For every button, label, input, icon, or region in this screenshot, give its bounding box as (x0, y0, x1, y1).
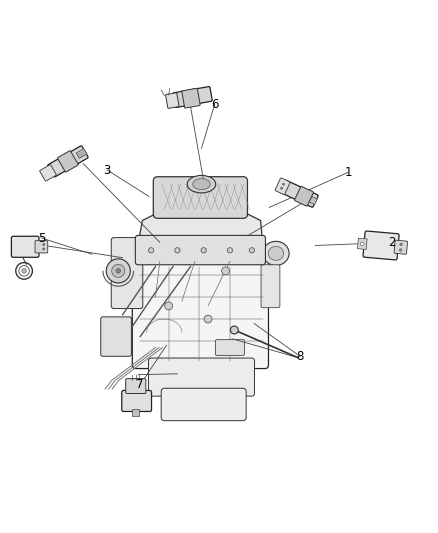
FancyBboxPatch shape (11, 236, 39, 257)
FancyBboxPatch shape (215, 340, 244, 356)
Bar (357, 238, 367, 249)
Ellipse shape (43, 248, 45, 250)
FancyBboxPatch shape (161, 388, 246, 421)
Ellipse shape (193, 179, 210, 190)
FancyBboxPatch shape (148, 358, 254, 396)
FancyBboxPatch shape (57, 151, 78, 172)
Ellipse shape (230, 326, 238, 334)
Text: 1: 1 (344, 166, 352, 179)
FancyBboxPatch shape (166, 93, 179, 108)
Ellipse shape (187, 175, 216, 193)
FancyBboxPatch shape (173, 86, 212, 108)
Ellipse shape (360, 242, 364, 246)
FancyBboxPatch shape (295, 187, 314, 206)
Ellipse shape (116, 269, 120, 273)
Bar (76, 149, 87, 158)
Ellipse shape (281, 187, 283, 189)
FancyBboxPatch shape (35, 241, 48, 253)
Ellipse shape (148, 248, 154, 253)
Text: 2: 2 (388, 236, 396, 249)
FancyBboxPatch shape (135, 236, 265, 265)
Ellipse shape (283, 183, 285, 185)
Ellipse shape (263, 241, 289, 265)
Ellipse shape (399, 249, 402, 252)
Text: 6: 6 (211, 98, 219, 111)
FancyBboxPatch shape (153, 177, 247, 219)
FancyBboxPatch shape (394, 240, 407, 254)
FancyBboxPatch shape (48, 146, 88, 177)
FancyBboxPatch shape (182, 88, 200, 108)
Ellipse shape (22, 269, 26, 273)
FancyBboxPatch shape (261, 265, 280, 308)
Text: 3: 3 (104, 164, 111, 176)
FancyBboxPatch shape (275, 178, 290, 195)
Bar (309, 196, 317, 205)
Ellipse shape (400, 243, 403, 246)
FancyBboxPatch shape (363, 231, 399, 260)
Text: 5: 5 (38, 231, 45, 245)
Polygon shape (136, 205, 264, 258)
Ellipse shape (249, 248, 254, 253)
Ellipse shape (227, 248, 233, 253)
Ellipse shape (201, 248, 206, 253)
Bar (132, 409, 139, 416)
Ellipse shape (43, 244, 45, 246)
FancyBboxPatch shape (40, 165, 56, 181)
FancyBboxPatch shape (132, 254, 268, 368)
Ellipse shape (165, 302, 173, 310)
Ellipse shape (268, 246, 284, 260)
FancyBboxPatch shape (122, 391, 152, 411)
Text: 8: 8 (297, 350, 304, 363)
Text: 7: 7 (136, 378, 144, 391)
FancyBboxPatch shape (101, 317, 131, 356)
Ellipse shape (106, 259, 131, 283)
FancyBboxPatch shape (281, 181, 318, 207)
Ellipse shape (112, 264, 125, 278)
Ellipse shape (204, 315, 212, 323)
FancyBboxPatch shape (126, 378, 146, 393)
Ellipse shape (175, 248, 180, 253)
FancyBboxPatch shape (111, 238, 143, 309)
Ellipse shape (222, 267, 230, 275)
